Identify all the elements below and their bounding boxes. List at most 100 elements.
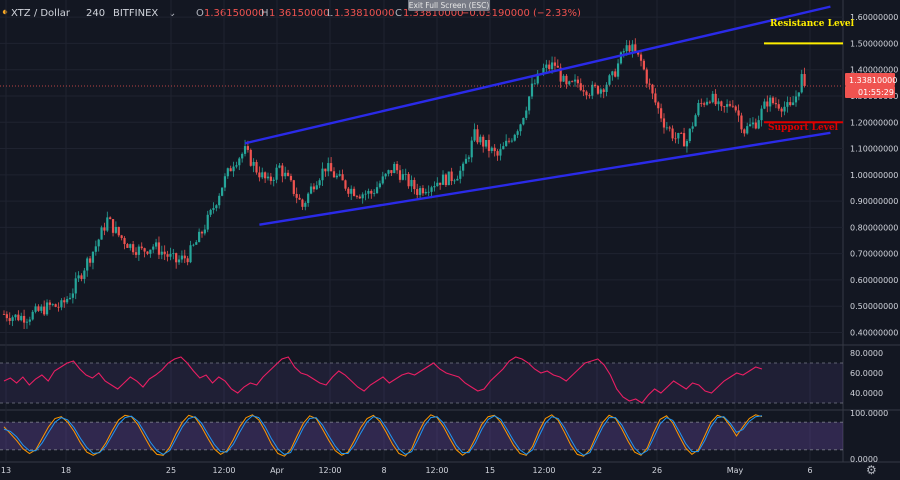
candle-body [238,158,241,166]
candle-body [421,188,425,194]
channel-lower-line[interactable] [259,131,831,226]
candle-body [393,163,396,174]
candle-body [774,103,777,105]
candle-body [780,108,783,112]
candle-body [645,69,648,84]
candle-body [677,133,680,139]
candle-body [31,311,34,320]
candle-body [625,45,628,52]
price-tick-label: 0.60000000 [850,276,898,285]
candle-body [444,174,448,186]
candle-body [562,75,565,82]
candle-body [771,97,775,104]
candle-body [22,315,26,323]
chevron-down-icon[interactable]: ⌄ [168,8,176,19]
candle-body [671,128,674,139]
rsi-line [3,356,763,404]
candle-body [312,186,316,190]
candle-body [143,248,146,252]
candle-body [57,306,60,308]
candle-body [519,124,522,132]
chart-header: XTZ / Dollar 240 BITFINEX ⌄ O 1.36150000… [2,8,581,19]
candle-body [51,304,54,306]
candle-body [48,302,52,305]
time-tick-label: 18 [61,466,71,475]
candle-body [40,306,43,311]
candle-body [536,73,539,84]
price-tick-label: 1.20000000 [850,118,898,127]
candle-body [378,183,382,188]
symbol-status-dot [2,9,8,15]
candle-body [269,176,272,181]
candle-body [381,176,384,184]
candle-body [20,315,23,321]
candle-body [797,92,800,97]
candle-body [11,317,14,321]
countdown-text: 01:55:29 [858,88,894,97]
candle-body [792,102,795,106]
candle-body [637,51,640,55]
time-tick-label: 12:00 [425,466,448,475]
candle-body [387,170,390,174]
low-value: 1.33810000 [334,8,394,19]
candle-body [292,180,295,194]
trend-lines[interactable] [0,5,843,226]
price-axis[interactable]: 1.600000001.500000001.400000001.30000000… [850,13,898,337]
candle-body [200,231,204,234]
interval-label[interactable]: 240 [86,8,105,19]
settings-gear-icon[interactable]: ⚙ [866,463,877,477]
candle-body [582,90,585,92]
candle-body [54,304,57,307]
close-value: 1.33810000 [403,8,463,19]
candle-body [140,246,143,249]
symbol-name[interactable]: XTZ / Dollar [11,8,71,19]
candle-body [505,140,508,147]
candle-body [83,270,86,279]
time-axis[interactable]: 13 18 25 12:00 Apr 12:00 8 12:00 15 12:00 22 26 May 6 [1,466,813,475]
candle-body [195,242,198,245]
change-value: −0.03190000 (−2.33%) [461,8,581,19]
resistance-label: Resistance Level [770,19,855,29]
candle-body [235,165,238,167]
candle-body [522,117,525,125]
time-tick-label: 15 [485,466,495,475]
channel-upper-line[interactable] [244,5,831,145]
candle-body [324,168,327,172]
candle-body [17,314,20,321]
candle-body [559,67,562,82]
candle-body [404,173,407,175]
candle-body [608,75,611,85]
candle-body [223,176,227,188]
candle-body [255,162,258,173]
candle-body [711,93,714,103]
candle-body [728,104,732,106]
candle-body [154,242,158,247]
candle-body [665,127,668,129]
candle-body [109,217,112,220]
price-tick-label: 0.90000000 [850,197,898,206]
candle-body [757,120,760,129]
candle-body [682,133,686,147]
candle-body [516,131,519,135]
candle-body [160,251,163,255]
exit-fullscreen-button[interactable]: Exit Full Screen (ESC) [408,0,490,11]
time-tick-label: 12:00 [318,466,341,475]
grid [0,0,843,462]
candle-body [172,253,175,254]
candle-body [120,235,123,239]
candle-body [556,65,559,68]
price-tick-label: 1.40000000 [850,66,898,75]
high-value: 1.36150000 [269,8,329,19]
candle-body [315,185,318,190]
candle-body [594,84,597,86]
candle-body [708,101,711,103]
price-tick-label: 1.10000000 [850,145,898,154]
candle-body [390,170,393,174]
candle-body [413,179,416,190]
candle-body [180,255,184,260]
candle-body [28,319,31,322]
candle-body [433,186,436,188]
candle-body [528,96,531,111]
candle-body [134,252,138,255]
